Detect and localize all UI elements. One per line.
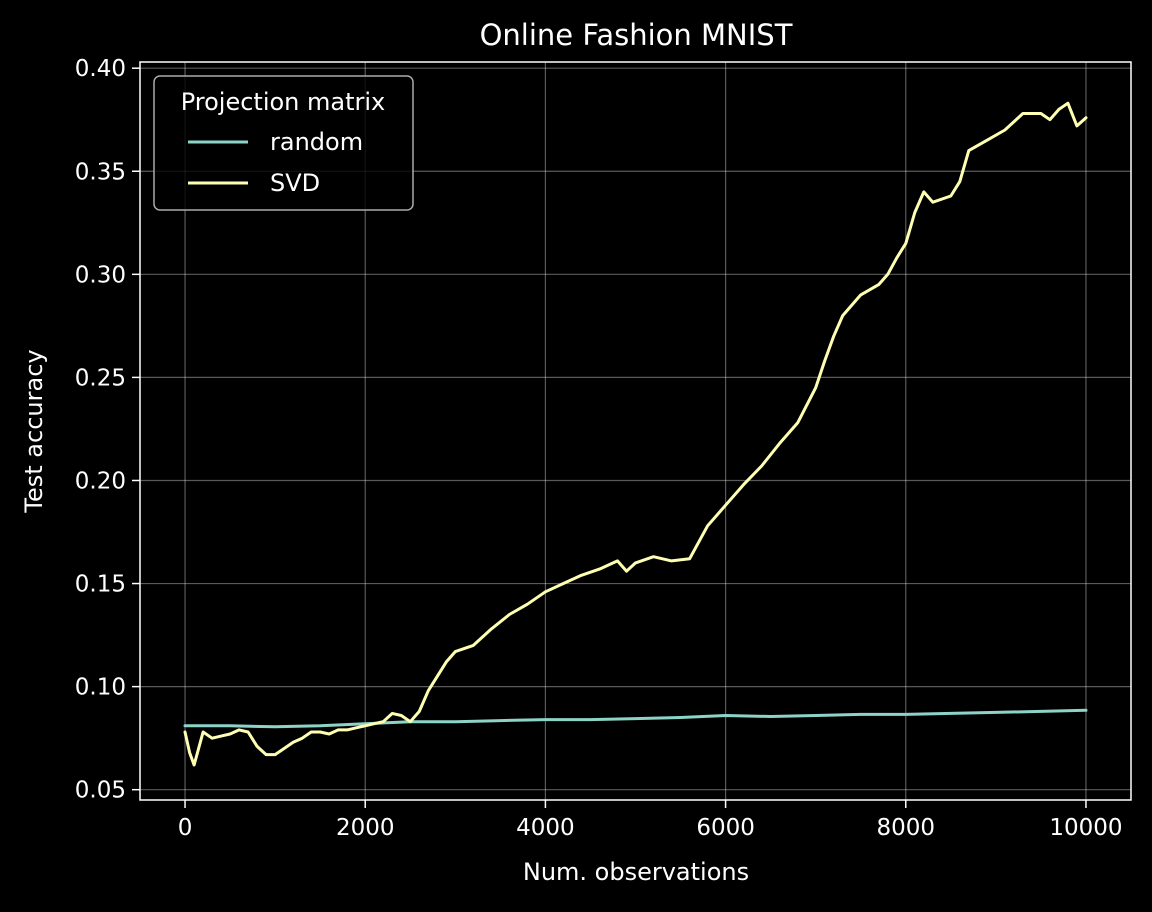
y-tick-label: 0.20	[75, 468, 126, 494]
x-tick-label: 0	[178, 815, 193, 841]
y-tick-label: 0.30	[75, 262, 126, 288]
series-line-svd	[183, 101, 1088, 767]
chart-title: Online Fashion MNIST	[480, 18, 793, 52]
x-tick-label: 10000	[1049, 815, 1122, 841]
y-tick-label: 0.05	[75, 778, 126, 804]
tick-layer: 0 2000 4000 6000 8000 10000 0.05 0.10 0.15 0.20 0.…	[75, 56, 1123, 841]
legend-label-svd: SVD	[270, 169, 320, 197]
y-tick-label: 0.15	[75, 572, 126, 598]
x-axis-label: Num. observations	[523, 858, 749, 886]
legend: Projection matrix random SVD	[153, 75, 414, 211]
x-tick-label: 8000	[876, 815, 935, 841]
plot-frame	[139, 61, 1132, 801]
y-tick-label: 0.25	[75, 365, 126, 391]
x-tick-label: 6000	[696, 815, 755, 841]
legend-label-random: random	[270, 128, 363, 156]
y-tick-label: 0.35	[75, 159, 126, 185]
grid-layer	[140, 62, 1131, 800]
y-axis-label: Test accuracy	[20, 349, 48, 513]
x-tick-label: 2000	[336, 815, 395, 841]
series-layer	[183, 101, 1088, 767]
legend-title: Projection matrix	[181, 88, 386, 116]
x-tick-label: 4000	[516, 815, 575, 841]
y-tick-label: 0.10	[75, 675, 126, 701]
series-line-random	[183, 708, 1088, 729]
y-tick-label: 0.40	[75, 56, 126, 82]
legend-box	[153, 75, 414, 211]
